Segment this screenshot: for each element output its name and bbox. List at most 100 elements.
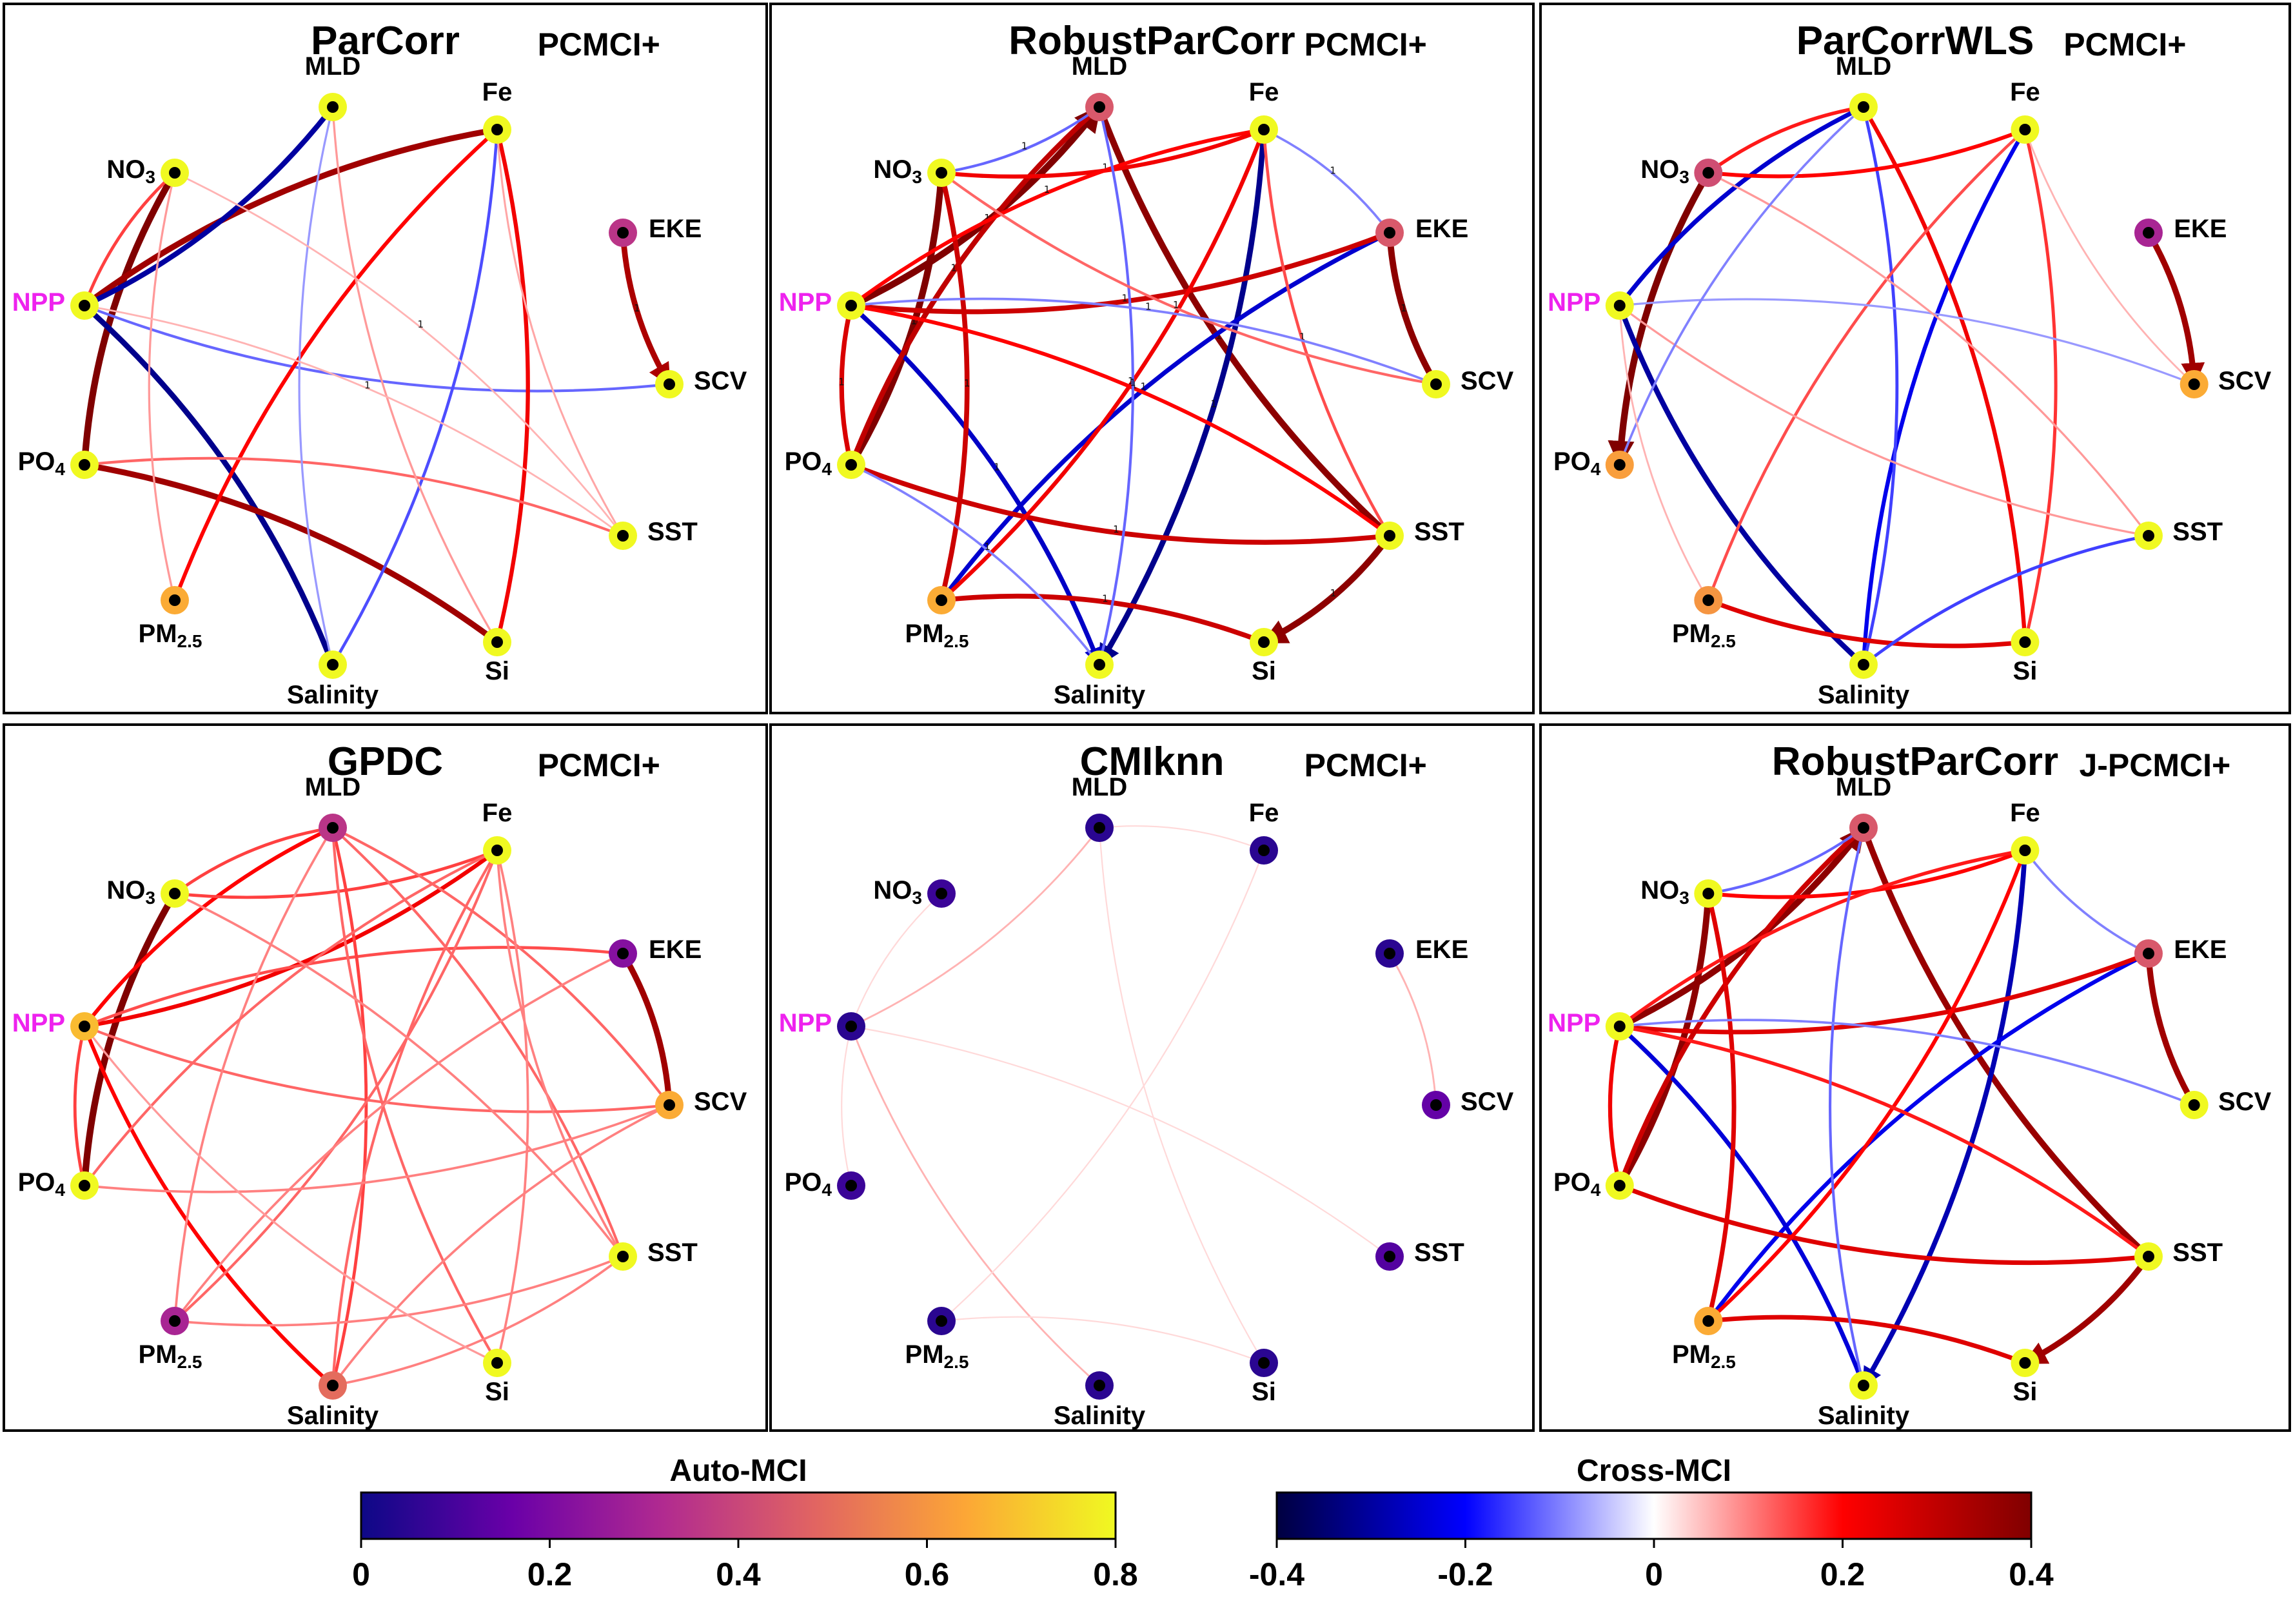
- colorbar-tick-label: -0.2: [1437, 1556, 1493, 1592]
- label-subscript: 2.5: [1711, 631, 1736, 651]
- label-pm25: PM2.5: [1672, 1340, 1736, 1372]
- label-text: Salinity: [1054, 681, 1146, 709]
- link-edge: [850, 827, 1101, 1028]
- link-edge: [848, 104, 1103, 468]
- label-no3: NO3: [873, 155, 922, 187]
- label-subscript: 2.5: [1711, 1352, 1736, 1372]
- panel-3: ParCorrWLS PCMCI+ MLD Fe EKE SCV SST Si Salinity…: [1539, 3, 2291, 714]
- label-text: SCV: [694, 1088, 747, 1116]
- link-edge: [83, 1024, 671, 1113]
- link-edge: [1861, 848, 2028, 1388]
- nodes-layer: MLD Fe EKE SCV SST Si Salinity PM2.5 PO4 NPP NO3: [12, 52, 747, 709]
- label-text: EKE: [649, 935, 702, 964]
- label-mld: MLD: [1072, 773, 1128, 801]
- link-edge: [620, 950, 673, 1108]
- link-lag-label: 1: [838, 377, 845, 388]
- link-edge: [81, 104, 336, 309]
- label-salinity: Salinity: [1054, 681, 1146, 709]
- label-subscript: 4: [55, 459, 65, 479]
- label-subscript: 2.5: [177, 631, 202, 651]
- label-text: PO: [18, 1168, 55, 1197]
- node-core: [1430, 378, 1442, 390]
- link-edge: [1619, 298, 2196, 386]
- link-edge: [148, 171, 176, 602]
- link-edge: [940, 171, 1438, 386]
- label-salinity: Salinity: [287, 681, 379, 709]
- node-core: [1613, 459, 1626, 471]
- link-lag-label: 1: [634, 302, 640, 314]
- label-text: PO: [785, 1168, 822, 1197]
- label-text: PM: [905, 1340, 944, 1369]
- node-core: [2019, 636, 2031, 648]
- link-edge: [1706, 951, 2151, 1324]
- label-pm25: PM2.5: [139, 1340, 202, 1372]
- label-text: PO: [1553, 447, 1591, 476]
- colorbar-tick-label: 0.4: [2009, 1556, 2054, 1592]
- link-edge: [1862, 534, 2150, 667]
- link-edge: [1619, 304, 2150, 537]
- node-core: [617, 948, 629, 959]
- node-core: [79, 1021, 90, 1032]
- node-core: [936, 594, 947, 606]
- link-edge: [81, 302, 336, 668]
- node-core: [327, 659, 339, 670]
- label-text: NO: [106, 876, 145, 905]
- link-edge: [298, 106, 334, 666]
- node-core: [936, 888, 947, 899]
- link-edge: [331, 826, 368, 1387]
- node-core: [1258, 845, 1270, 856]
- colorbar-tick-label: 0: [352, 1556, 370, 1592]
- label-po4: PO4: [1553, 447, 1601, 479]
- node-core: [491, 636, 503, 648]
- label-text: NPP: [1548, 288, 1600, 317]
- node-core: [1094, 822, 1105, 834]
- label-scv: SCV: [1461, 1088, 1514, 1116]
- link-edge: [73, 1024, 86, 1188]
- node-core: [169, 1315, 181, 1327]
- node-core: [617, 530, 629, 542]
- panel-frame: [1539, 723, 2291, 1432]
- label-text: Si: [2013, 657, 2038, 685]
- label-text: PM: [139, 620, 177, 648]
- link-edge: [850, 1025, 1391, 1258]
- link-edge: [939, 170, 970, 603]
- link-lag-label: 1: [1211, 398, 1217, 409]
- label-pm25: PM2.5: [905, 1340, 969, 1372]
- label-subscript: 3: [1679, 167, 1689, 187]
- label-salinity: Salinity: [1818, 681, 1910, 709]
- label-po4: PO4: [18, 447, 66, 479]
- link-lag-label: 1: [1330, 164, 1336, 176]
- link-edge: [1617, 825, 1866, 1188]
- node-core: [664, 1099, 675, 1111]
- label-eke: EKE: [649, 935, 702, 964]
- panel-method: PCMCI+: [1304, 26, 1427, 63]
- label-subscript: 2.5: [944, 631, 969, 651]
- node-core: [327, 101, 339, 113]
- label-si: Si: [2013, 657, 2038, 685]
- node-core: [2142, 948, 2154, 959]
- node-core: [845, 459, 857, 471]
- node-core: [169, 167, 181, 179]
- label-mld: MLD: [1836, 773, 1892, 801]
- label-pm25: PM2.5: [905, 620, 969, 651]
- label-text: PM: [905, 620, 944, 648]
- link-edge: [940, 849, 1265, 1322]
- link-edge: [81, 126, 500, 309]
- nodes-layer: MLD Fe EKE SCV SST Si Salinity PM2.5 PO4 NPP NO3: [1548, 52, 2272, 709]
- node-core: [79, 459, 90, 471]
- label-text: NPP: [779, 288, 832, 317]
- node-core: [1258, 636, 1270, 648]
- node-core: [1702, 1315, 1715, 1327]
- colorbar-title: Cross-MCI: [1577, 1454, 1731, 1488]
- link-edge: [940, 105, 1101, 175]
- link-edge: [331, 826, 625, 1258]
- label-text: SST: [1414, 1238, 1464, 1267]
- link-lag-label: 1: [1102, 162, 1108, 173]
- label-text: NPP: [12, 288, 65, 317]
- label-sst: SST: [1414, 518, 1464, 546]
- label-text: MLD: [305, 52, 361, 81]
- label-scv: SCV: [1461, 367, 1514, 395]
- link-edge: [496, 849, 624, 1258]
- label-text: NPP: [1548, 1009, 1600, 1037]
